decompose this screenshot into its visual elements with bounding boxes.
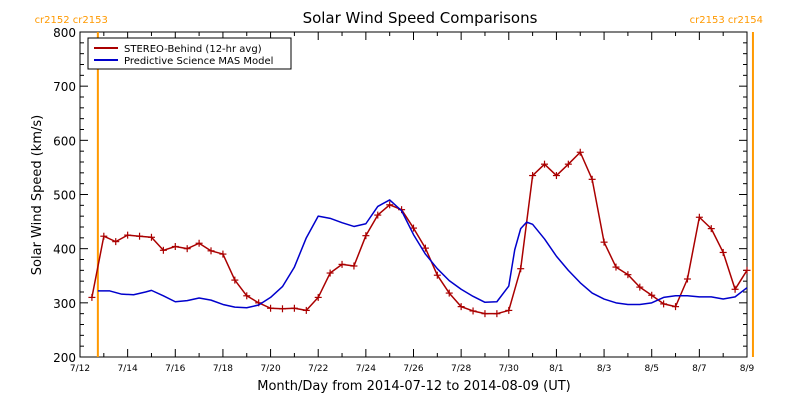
data-point [338,260,346,268]
data-point [564,160,572,168]
data-point [219,250,227,258]
y-tick-label: 700 [53,80,76,94]
data-point [505,306,513,314]
x-tick-label: 7/20 [260,364,280,374]
data-point [683,275,691,283]
data-point [147,233,155,241]
data-point [124,231,132,239]
data-point [636,283,644,291]
data-point [350,262,358,270]
x-tick-label: 7/22 [308,364,328,374]
data-point [267,304,275,312]
plot-frame [79,31,748,358]
x-tick-label: 7/26 [403,364,423,374]
data-point [695,213,703,221]
data-point [743,266,751,274]
x-tick-label: 7/28 [451,364,471,374]
x-tick-label: 8/7 [692,364,706,374]
chart-title: Solar Wind Speed Comparisons [303,9,538,27]
series-stereo-behind [88,148,751,318]
data-point [290,304,298,312]
data-point [88,293,96,301]
y-tick-label: 500 [53,189,76,203]
legend-box [87,37,292,70]
data-point [719,248,727,256]
data-point [195,239,203,247]
y-tick-label: 600 [53,134,76,148]
series-mas-model [97,199,748,309]
data-point [386,201,394,209]
x-tick-label: 8/9 [740,364,755,374]
y-tick-label: 800 [53,26,76,40]
data-point [469,307,477,315]
data-point [314,293,322,301]
data-point [731,285,739,293]
data-point [278,305,286,313]
series-line [97,199,748,309]
y-tick-label: 400 [53,243,76,257]
data-point [362,232,370,240]
data-point [529,172,537,180]
data-point [576,148,584,156]
data-point [600,238,608,246]
carrington-label: cr2153 cr2154 [690,15,763,26]
x-tick-label: 8/5 [644,364,658,374]
data-point [183,245,191,253]
data-point [612,263,620,271]
data-point [302,306,310,314]
x-tick-label: 7/24 [356,364,376,374]
data-point [243,292,251,300]
data-point [100,232,108,240]
x-axis-label: Month/Day from 2014-07-12 to 2014-08-09 … [257,379,570,394]
legend-entry: STEREO-Behind (12-hr avg) [124,44,262,55]
data-point [624,271,632,279]
data-point [707,225,715,233]
y-axis-label: Solar Wind Speed (km/s) [30,115,45,275]
data-point [445,289,453,297]
data-point [493,310,501,318]
x-tick-label: 7/16 [165,364,185,374]
data-point [541,160,549,168]
data-point [326,269,334,277]
x-tick-label: 8/1 [549,364,563,374]
series-line [91,151,748,315]
data-point [457,303,465,311]
data-point [112,238,120,246]
data-point [481,310,489,318]
data-point [410,224,417,232]
x-tick-label: 7/12 [70,364,90,374]
data-point [231,276,239,284]
x-tick-label: 7/14 [118,364,138,374]
data-point [374,211,382,219]
data-point [552,172,560,180]
data-point [421,244,429,252]
data-point [171,243,179,250]
data-point [588,175,596,183]
data-point [648,291,656,299]
y-tick-label: 300 [53,297,76,311]
data-point [159,246,167,254]
data-point [136,232,144,240]
x-tick-label: 8/3 [597,364,611,374]
data-point [672,303,680,311]
data-point [207,247,215,255]
y-tick-label: 200 [53,351,76,365]
x-tick-label: 7/30 [499,364,519,374]
legend-entry: Predictive Science MAS Model [124,56,273,67]
data-point [517,265,525,273]
carrington-label: cr2152 cr2153 [35,15,108,26]
x-tick-label: 7/18 [213,364,233,374]
data-point [433,271,441,279]
data-point [660,300,668,308]
